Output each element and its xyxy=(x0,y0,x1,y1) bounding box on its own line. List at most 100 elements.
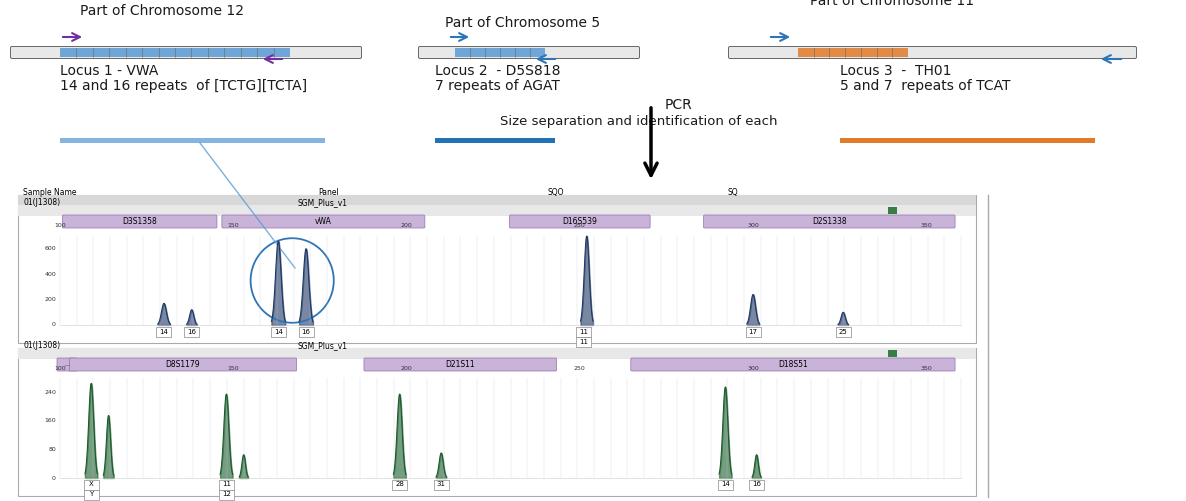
Text: D21S11: D21S11 xyxy=(446,360,476,369)
Text: 16: 16 xyxy=(301,329,311,335)
Text: D18S51: D18S51 xyxy=(778,360,808,369)
Text: 150: 150 xyxy=(228,223,240,228)
Text: 12: 12 xyxy=(222,491,231,497)
FancyBboxPatch shape xyxy=(157,327,172,337)
FancyBboxPatch shape xyxy=(11,47,362,59)
Text: SGM_Plus_v1: SGM_Plus_v1 xyxy=(298,341,347,350)
FancyBboxPatch shape xyxy=(299,327,313,337)
Text: 01(J1308): 01(J1308) xyxy=(23,198,60,207)
Text: Part of Chromosome 11: Part of Chromosome 11 xyxy=(810,0,974,8)
Bar xyxy=(798,48,908,57)
Text: SQ: SQ xyxy=(728,188,739,197)
Text: 14: 14 xyxy=(160,329,168,335)
Text: 31: 31 xyxy=(436,481,446,487)
Text: Y: Y xyxy=(89,491,94,497)
FancyBboxPatch shape xyxy=(63,215,217,228)
Text: 200: 200 xyxy=(401,366,413,371)
Bar xyxy=(18,195,976,205)
Text: PCR: PCR xyxy=(665,98,693,112)
Text: 16: 16 xyxy=(187,329,196,335)
Bar xyxy=(18,205,976,216)
Bar xyxy=(18,348,976,359)
FancyBboxPatch shape xyxy=(184,327,199,337)
FancyBboxPatch shape xyxy=(70,358,296,371)
FancyBboxPatch shape xyxy=(419,47,639,59)
Text: 16: 16 xyxy=(752,481,761,487)
FancyBboxPatch shape xyxy=(222,215,425,228)
Text: 0: 0 xyxy=(52,475,56,480)
Text: Part of Chromosome 12: Part of Chromosome 12 xyxy=(79,4,244,18)
Bar xyxy=(455,48,546,57)
Text: 5 and 7  repeats of TCAT: 5 and 7 repeats of TCAT xyxy=(840,79,1010,93)
Text: 0: 0 xyxy=(52,323,56,328)
Text: 300: 300 xyxy=(747,223,759,228)
Text: 11: 11 xyxy=(579,339,588,345)
FancyBboxPatch shape xyxy=(575,327,591,337)
Text: SQO: SQO xyxy=(548,188,565,197)
Text: 11: 11 xyxy=(579,329,588,335)
Bar xyxy=(60,48,291,57)
Text: ...: ... xyxy=(64,362,70,367)
Text: X: X xyxy=(89,481,94,487)
Text: D16S539: D16S539 xyxy=(562,217,598,226)
FancyBboxPatch shape xyxy=(728,47,1136,59)
Text: 14 and 16 repeats  of [TCTG][TCTA]: 14 and 16 repeats of [TCTG][TCTA] xyxy=(60,79,307,93)
Text: SGM_Plus_v1: SGM_Plus_v1 xyxy=(298,198,347,207)
FancyBboxPatch shape xyxy=(631,358,955,371)
Text: 01(J1308): 01(J1308) xyxy=(23,341,60,350)
Text: Part of Chromosome 5: Part of Chromosome 5 xyxy=(445,16,600,30)
Text: 350: 350 xyxy=(920,223,932,228)
Text: 250: 250 xyxy=(574,366,586,371)
Text: Sample Name: Sample Name xyxy=(23,188,77,197)
FancyBboxPatch shape xyxy=(510,215,650,228)
Text: 11: 11 xyxy=(222,481,231,487)
Text: Size separation and identification of each: Size separation and identification of ea… xyxy=(500,115,778,128)
Text: 250: 250 xyxy=(574,223,586,228)
Text: 14: 14 xyxy=(274,329,282,335)
Text: Panel: Panel xyxy=(318,188,339,197)
FancyBboxPatch shape xyxy=(393,479,407,489)
FancyBboxPatch shape xyxy=(703,215,955,228)
Text: D2S1338: D2S1338 xyxy=(812,217,847,226)
Text: 350: 350 xyxy=(920,366,932,371)
Text: 14: 14 xyxy=(721,481,729,487)
Text: D3S1358: D3S1358 xyxy=(122,217,157,226)
FancyBboxPatch shape xyxy=(575,337,591,347)
Bar xyxy=(60,138,325,143)
Bar xyxy=(840,138,1095,143)
Text: Locus 1 - VWA: Locus 1 - VWA xyxy=(60,64,159,78)
Text: vWA: vWA xyxy=(315,217,332,226)
Text: 7 repeats of AGAT: 7 repeats of AGAT xyxy=(435,79,560,93)
Text: 200: 200 xyxy=(401,223,413,228)
Text: 80: 80 xyxy=(49,447,56,452)
Bar xyxy=(18,195,976,343)
Text: Locus 2  - D5S818: Locus 2 - D5S818 xyxy=(435,64,561,78)
Text: 200: 200 xyxy=(44,297,56,302)
Text: 400: 400 xyxy=(44,272,56,277)
Text: 600: 600 xyxy=(44,246,56,251)
Text: 150: 150 xyxy=(228,366,240,371)
FancyBboxPatch shape xyxy=(746,327,760,337)
FancyBboxPatch shape xyxy=(84,479,98,489)
FancyBboxPatch shape xyxy=(57,358,77,371)
FancyBboxPatch shape xyxy=(84,489,98,499)
FancyBboxPatch shape xyxy=(718,479,733,489)
Bar xyxy=(18,348,976,496)
FancyBboxPatch shape xyxy=(750,479,764,489)
Bar xyxy=(888,350,897,357)
FancyBboxPatch shape xyxy=(364,358,556,371)
Text: 25: 25 xyxy=(839,329,848,335)
Text: 28: 28 xyxy=(395,481,404,487)
Text: 240: 240 xyxy=(44,390,56,395)
FancyBboxPatch shape xyxy=(434,479,448,489)
Bar xyxy=(435,138,555,143)
Text: 100: 100 xyxy=(55,223,65,228)
FancyBboxPatch shape xyxy=(836,327,850,337)
FancyBboxPatch shape xyxy=(219,479,234,489)
Bar xyxy=(888,207,897,214)
Text: 100: 100 xyxy=(55,366,65,371)
Text: Locus 3  -  TH01: Locus 3 - TH01 xyxy=(840,64,951,78)
FancyBboxPatch shape xyxy=(219,489,234,499)
Text: 160: 160 xyxy=(44,418,56,423)
FancyBboxPatch shape xyxy=(270,327,286,337)
